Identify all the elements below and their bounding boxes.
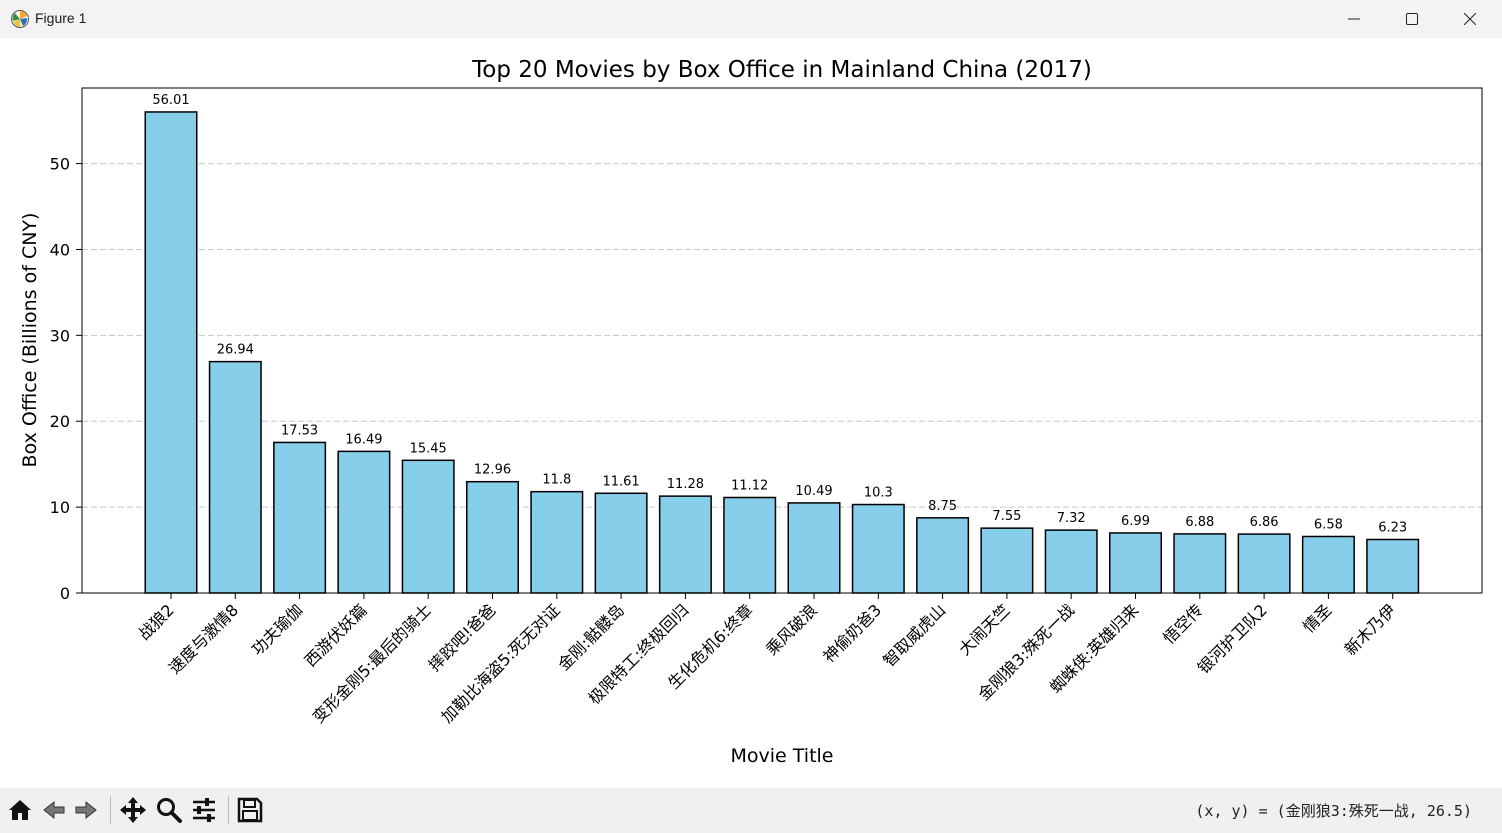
forward-icon (75, 800, 97, 820)
bar-value-label: 6.58 (1314, 517, 1343, 532)
bar-value-label: 11.12 (731, 478, 768, 493)
bar (144, 111, 198, 594)
home-button[interactable] (4, 794, 36, 826)
bar (980, 527, 1034, 594)
x-tick-label: 功夫瑜伽 (248, 600, 307, 659)
bar-value-label: 56.01 (152, 93, 189, 108)
bar (530, 490, 584, 594)
x-tick-label: 战狼2 (135, 600, 178, 643)
bar (273, 441, 327, 594)
bar (1366, 538, 1420, 594)
bar-value-label: 12.96 (474, 463, 511, 478)
bar-value-label: 7.55 (992, 509, 1021, 524)
bar (208, 360, 262, 594)
bar-value-label: 15.45 (410, 441, 447, 456)
bar-value-label: 10.49 (795, 484, 832, 499)
x-tick-label: 情圣 (1299, 600, 1335, 636)
bar (337, 450, 391, 594)
x-tick-label: 大闹天竺 (955, 600, 1014, 659)
bar-chart: Top 20 Movies by Box Office in Mainland … (19, 57, 1483, 767)
bar-value-label: 8.75 (928, 499, 957, 514)
pan-icon (120, 797, 146, 823)
y-tick-label: 40 (50, 240, 70, 259)
bar (401, 459, 455, 594)
x-tick-label: 智取威虎山 (879, 600, 949, 670)
bar (787, 502, 841, 594)
x-tick-label: 神偷奶爸3 (819, 600, 885, 666)
zoom-icon (157, 798, 182, 823)
bar (658, 495, 712, 594)
bar (1173, 533, 1227, 594)
maximize-icon (1406, 13, 1418, 25)
configure-subplots-icon (193, 798, 215, 822)
bar-value-label: 11.28 (667, 477, 704, 492)
x-tick-label: 银河护卫队2 (1194, 600, 1271, 677)
y-tick-label: 50 (50, 155, 70, 174)
y-axis-label: Box Office (Billions of CNY) (19, 213, 41, 468)
x-tick-label: 悟空传 (1159, 600, 1206, 647)
y-tick-label: 30 (50, 326, 70, 345)
y-tick-label: 20 (50, 412, 70, 431)
bar-value-label: 7.32 (1057, 511, 1086, 526)
toolbar-separator (228, 796, 229, 824)
bar-value-label: 6.23 (1378, 520, 1407, 535)
bar-value-label: 16.49 (345, 432, 382, 447)
x-tick-label: 西游伏妖篇 (301, 600, 371, 670)
bar (1044, 529, 1098, 594)
toolbar-separator (110, 796, 111, 824)
x-tick-label: 加勒比海盗5:死无对证 (437, 600, 563, 726)
bar-value-label: 6.86 (1250, 515, 1279, 530)
bar (1301, 535, 1355, 594)
forward-button[interactable] (70, 794, 102, 826)
x-tick-label: 乘风破浪 (762, 600, 821, 659)
window-titlebar: Figure 1 (0, 0, 1502, 38)
minimize-icon (1348, 18, 1360, 20)
home-icon (9, 800, 31, 820)
save-icon (237, 797, 263, 823)
bar-value-label: 6.99 (1121, 514, 1150, 529)
cursor-coordinates: (x, y) = (金刚狼3:殊死一战, 26.5) (1195, 802, 1472, 820)
back-button[interactable] (38, 794, 70, 826)
x-tick-label: 速度与激情8 (165, 600, 242, 677)
back-icon (43, 800, 65, 820)
y-tick-label: 10 (50, 498, 70, 517)
minimize-button[interactable] (1325, 0, 1383, 38)
bar (851, 503, 905, 594)
x-tick-label: 变形金刚5:最后的骑士 (309, 600, 435, 726)
bar (723, 496, 777, 594)
bar-value-label: 6.88 (1185, 515, 1214, 530)
figure-canvas[interactable]: Top 20 Movies by Box Office in Mainland … (0, 38, 1502, 788)
bar (466, 480, 519, 594)
bar-value-label: 11.8 (542, 473, 571, 488)
x-axis-label: Movie Title (731, 745, 834, 767)
bar-value-label: 10.3 (864, 486, 893, 501)
bar-value-label: 26.94 (217, 343, 254, 358)
configure-subplots-button[interactable] (188, 794, 220, 826)
matplotlib-icon (11, 10, 29, 28)
chart-title: Top 20 Movies by Box Office in Mainland … (471, 57, 1092, 83)
bar-value-label: 11.61 (602, 474, 639, 489)
maximize-button[interactable] (1383, 0, 1441, 38)
close-icon (1464, 13, 1476, 25)
pan-button[interactable] (117, 794, 149, 826)
y-tick-label: 0 (60, 584, 70, 603)
bar-value-label: 17.53 (281, 423, 318, 438)
navigation-toolbar: (x, y) = (金刚狼3:殊死一战, 26.5) (0, 788, 1502, 833)
bar (1237, 533, 1291, 594)
bar (1109, 532, 1162, 594)
zoom-button[interactable] (153, 794, 185, 826)
window-title: Figure 1 (35, 10, 87, 26)
x-tick-label: 新木乃伊 (1341, 600, 1400, 659)
bar (916, 517, 970, 594)
plot-frame (81, 87, 1483, 594)
bar (594, 492, 648, 594)
save-button[interactable] (234, 794, 266, 826)
close-button[interactable] (1441, 0, 1499, 38)
